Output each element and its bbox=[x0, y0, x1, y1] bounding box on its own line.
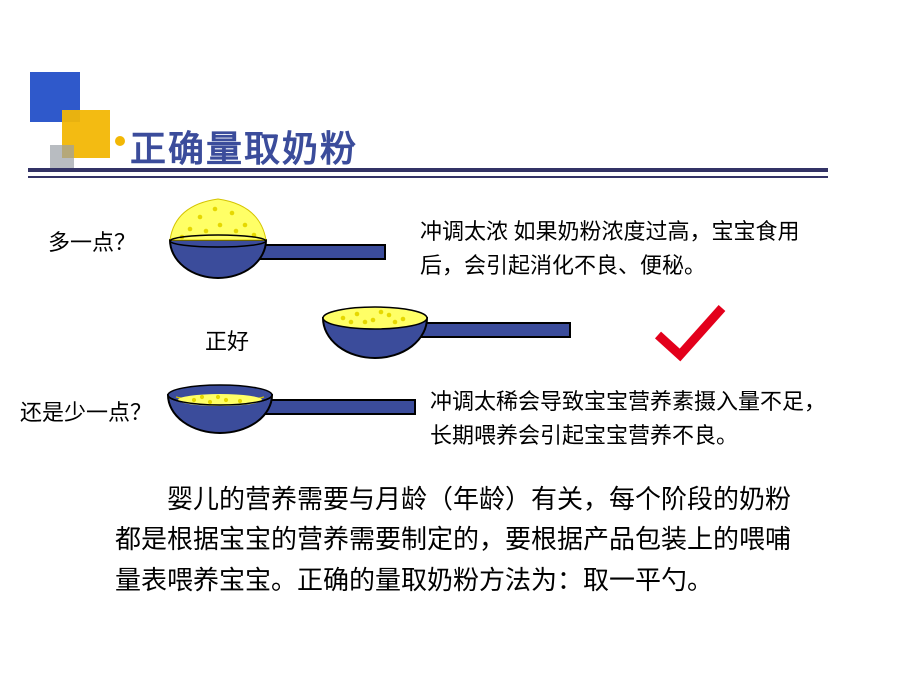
title-bullet-icon bbox=[115, 136, 125, 146]
slide-title: 正确量取奶粉 bbox=[130, 120, 358, 172]
label-right: 正好 bbox=[205, 324, 249, 356]
spoon-heaping-icon bbox=[160, 195, 390, 290]
spoon-level-icon bbox=[315, 298, 575, 378]
label-less: 还是少一点？ bbox=[20, 395, 152, 427]
label-more: 多一点？ bbox=[48, 225, 136, 257]
checkmark-icon bbox=[650, 300, 730, 370]
desc-more: 冲调太浓 如果奶粉浓度过高，宝宝食用后，会引起消化不良、便秘。 bbox=[420, 215, 820, 283]
slide: 正确量取奶粉 多一点？ 冲调太浓 如果奶粉浓度过高，宝宝食用后，会引起消化不良、… bbox=[0, 0, 920, 690]
body-paragraph: 婴儿的营养需要与月龄（年龄）有关，每个阶段的奶粉都是根据宝宝的营养需要制定的，要… bbox=[115, 480, 815, 601]
title-underline-thick bbox=[28, 168, 828, 172]
spoon-low-icon bbox=[160, 378, 420, 448]
decor-squares bbox=[0, 0, 140, 190]
title-underline-thin bbox=[28, 176, 828, 178]
desc-less: 冲调太稀会导致宝宝营养素摄入量不足，长期喂养会引起宝宝营养不良。 bbox=[430, 385, 830, 453]
